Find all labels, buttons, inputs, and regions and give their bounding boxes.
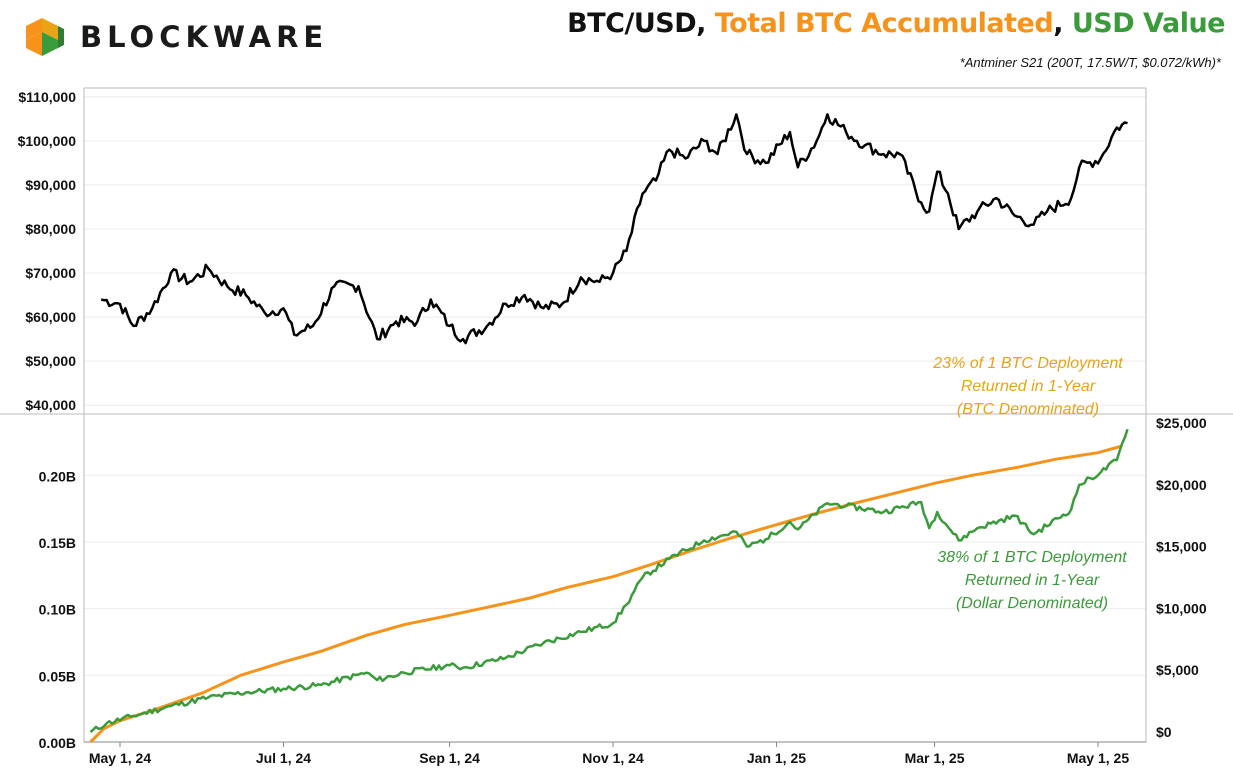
left-y-tick-label: 0.05B: [39, 668, 76, 684]
bottom-axes: 0.00B 0.05B 0.10B 0.15B 0.20B $0 $5,000 $10,000…: [39, 415, 1207, 766]
chart-title: BTC/USD, Total BTC Accumulated, USD Valu…: [567, 8, 1225, 39]
chart-subtitle: *Antminer S21 (200T, 17.5W/T, $0.072/kWh…: [959, 55, 1221, 70]
btc-annotation-line: Returned in 1-Year: [961, 378, 1096, 395]
title-sep-1: ,: [696, 8, 715, 39]
usd-annotation-line: (Dollar Denominated): [956, 595, 1108, 612]
title-btc-usd: BTC/USD: [567, 8, 697, 39]
plot-frames: [0, 87, 1233, 743]
right-y-tick-label: $15,000: [1156, 539, 1207, 555]
top-y-tick-label: $110,000: [18, 89, 76, 105]
right-y-tick-label: $20,000: [1156, 477, 1207, 493]
btc-annotation-line: (BTC Denominated): [957, 401, 1099, 418]
usd-annotation-line: Returned in 1-Year: [965, 572, 1100, 589]
x-tick-label: Jan 1, 25: [747, 750, 806, 766]
series-group: [89, 113, 1129, 744]
title-sep-2: ,: [1053, 8, 1072, 39]
x-tick-label: May 1, 24: [89, 750, 151, 766]
left-y-tick-label: 0.20B: [39, 468, 76, 484]
annotations: 23% of 1 BTC Deployment Returned in 1-Yea…: [932, 355, 1127, 612]
top-y-tick-label: $90,000: [25, 177, 76, 193]
top-y-tick-label: $70,000: [25, 265, 76, 281]
left-y-tick-label: 0.10B: [39, 602, 76, 618]
x-tick-label: Jul 1, 24: [256, 750, 311, 766]
top-y-tick-label: $50,000: [25, 353, 76, 369]
top-y-axis: $40,000 $50,000 $60,000 $70,000 $80,000 $90,0…: [18, 89, 1146, 413]
title-total-btc: Total BTC Accumulated: [714, 8, 1054, 39]
top-y-tick-label: $60,000: [25, 309, 76, 325]
btc-accumulated-line: [89, 444, 1123, 744]
title-usd-value: USD Value: [1071, 8, 1226, 39]
x-tick-label: Nov 1, 24: [582, 750, 644, 766]
usd-value-line: [89, 428, 1129, 733]
top-y-tick-label: $40,000: [25, 397, 76, 413]
right-y-tick-label: $10,000: [1156, 600, 1207, 616]
btc-price-line: [100, 113, 1128, 345]
brand-name: BLOCKWARE: [80, 20, 329, 54]
x-tick-label: Mar 1, 25: [905, 750, 965, 766]
right-y-tick-label: $5,000: [1156, 662, 1199, 678]
right-y-tick-label: $25,000: [1156, 415, 1207, 431]
blockware-logo-icon: [26, 18, 64, 56]
top-y-tick-label: $80,000: [25, 221, 76, 237]
left-y-tick-label: 0.15B: [39, 535, 76, 551]
top-y-tick-label: $100,000: [18, 133, 77, 149]
btc-annotation-line: 23% of 1 BTC Deployment: [932, 355, 1123, 372]
right-y-tick-label: $0: [1156, 724, 1172, 740]
x-tick-label: May 1, 25: [1067, 750, 1129, 766]
brand-logo: BLOCKWARE: [22, 14, 328, 60]
usd-annotation-line: 38% of 1 BTC Deployment: [937, 549, 1127, 566]
left-y-tick-label: 0.00B: [39, 735, 76, 751]
x-tick-label: Sep 1, 24: [419, 750, 480, 766]
